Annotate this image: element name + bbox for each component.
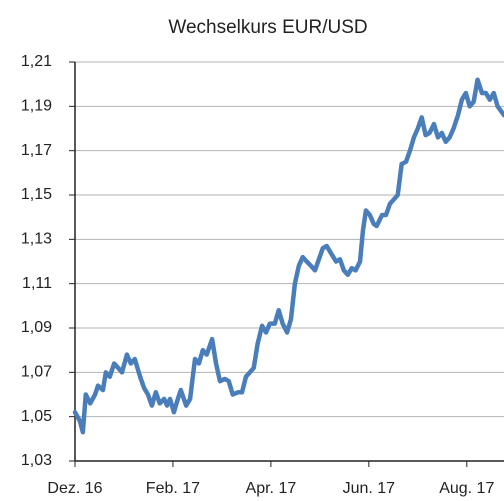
y-tick-label: 1,17 xyxy=(21,142,52,159)
x-tick-label: Apr. 17 xyxy=(246,480,297,497)
y-tick-label: 1,13 xyxy=(21,231,52,248)
x-tick-label: Feb. 17 xyxy=(146,480,200,497)
x-tick-label: Aug. 17 xyxy=(439,480,494,497)
y-tick-label: 1,03 xyxy=(21,452,52,469)
x-tick-label: Dez. 16 xyxy=(47,480,102,497)
y-tick-label: 1,09 xyxy=(21,319,52,336)
y-tick-label: 1,11 xyxy=(22,275,52,292)
y-tick-label: 1,21 xyxy=(21,53,52,70)
x-tick-label: Jun. 17 xyxy=(343,480,396,497)
y-tick-label: 1,05 xyxy=(21,408,52,425)
y-tick-label: 1,07 xyxy=(21,364,52,381)
chart-title: Wechselkurs EUR/USD xyxy=(168,17,367,38)
y-tick-label: 1,19 xyxy=(21,98,52,115)
y-tick-label: 1,15 xyxy=(21,186,52,203)
line-series xyxy=(72,77,504,435)
